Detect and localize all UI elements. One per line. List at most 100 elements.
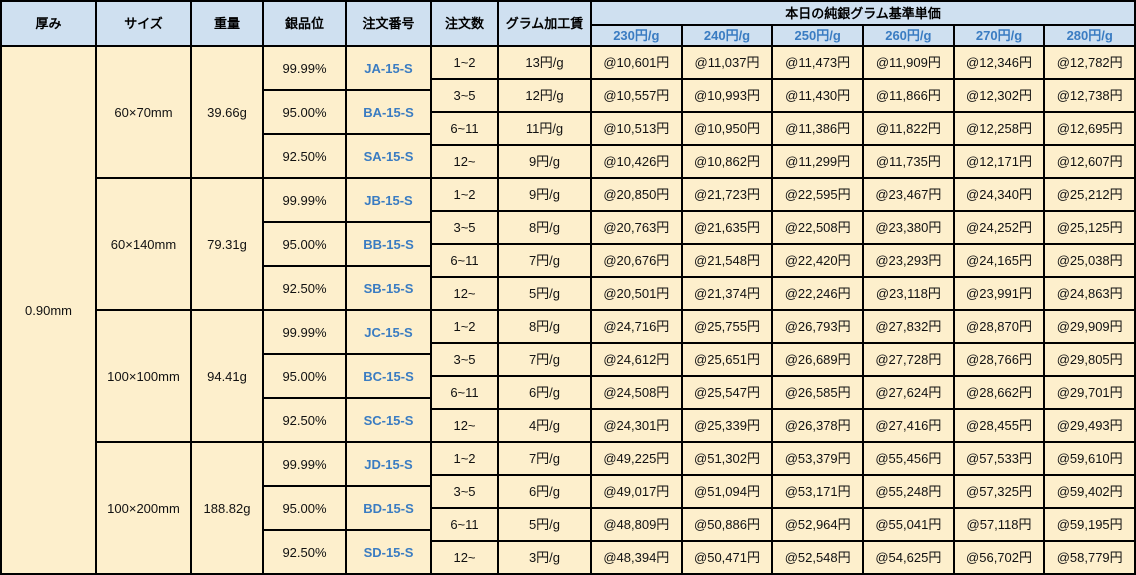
order-qty-cell: 1~2 xyxy=(432,311,497,342)
gram-fee-cell: 11円/g xyxy=(499,113,590,144)
order-code: BD-15-S xyxy=(347,487,430,529)
weight-cell: 79.31g xyxy=(192,179,262,309)
price-cell: @28,870円 xyxy=(954,311,1044,342)
purity-column: 99.99% 95.00% 92.50% xyxy=(264,47,345,177)
price-cell: @22,595円 xyxy=(773,179,863,210)
price-cell: @26,689円 xyxy=(773,344,863,375)
price-column-280: @59,610円 @59,402円 @59,195円 @58,779円 xyxy=(1045,443,1135,573)
order-qty-cell: 1~2 xyxy=(432,443,497,474)
price-cell: @25,038円 xyxy=(1045,245,1135,276)
price-cell: @21,635円 xyxy=(682,212,772,243)
price-cell: @12,607円 xyxy=(1045,146,1135,177)
order-qty-cell: 6~11 xyxy=(432,245,497,276)
order-code-column: JA-15-S BA-15-S SA-15-S xyxy=(347,47,430,177)
purity-cell: 95.00% xyxy=(264,487,345,529)
price-cell: @27,728円 xyxy=(864,344,953,375)
price-cell: @25,125円 xyxy=(1045,212,1135,243)
price-cell: @50,471円 xyxy=(682,542,772,573)
gram-fee-cell: 12円/g xyxy=(499,80,590,111)
price-cell: @10,557円 xyxy=(592,80,681,111)
price-cell: @25,755円 xyxy=(682,311,772,342)
price-cell: @54,625円 xyxy=(864,542,953,573)
gram-fee-cell: 9円/g xyxy=(499,146,590,177)
price-cell: @59,402円 xyxy=(1045,476,1135,507)
table-header: 厚み サイズ 重量 銀品位 注文番号 注文数 グラム加工賃 本日の純銀グラム基準… xyxy=(2,2,1135,45)
price-column-250: @11,473円 @11,430円 @11,386円 @11,299円 xyxy=(773,47,863,177)
weight-cell: 94.41g xyxy=(192,311,262,441)
price-column-270: @24,340円 @24,252円 @24,165円 @23,991円 xyxy=(954,179,1044,309)
price-cell: @12,346円 xyxy=(954,47,1044,78)
order-qty-cell: 12~ xyxy=(432,146,497,177)
price-column-270: @28,870円 @28,766円 @28,662円 @28,455円 xyxy=(954,311,1044,441)
purity-cell: 99.99% xyxy=(264,179,345,221)
purity-cell: 95.00% xyxy=(264,223,345,265)
price-column-270: @12,346円 @12,302円 @12,258円 @12,171円 xyxy=(954,47,1044,177)
price-cell: @23,118円 xyxy=(864,278,953,309)
price-cell: @10,513円 xyxy=(592,113,681,144)
price-cell: @12,738円 xyxy=(1045,80,1135,111)
price-column-260: @23,467円 @23,380円 @23,293円 @23,118円 xyxy=(864,179,953,309)
price-column-280: @29,909円 @29,805円 @29,701円 @29,493円 xyxy=(1045,311,1135,441)
size-block-60x70: 60×70mm 39.66g 99.99% 95.00% 92.50% JA-1… xyxy=(97,47,1135,177)
price-header-group: 本日の純銀グラム基準単価 230円/g 240円/g 250円/g 260円/g… xyxy=(592,2,1135,45)
purity-cell: 99.99% xyxy=(264,443,345,485)
price-column-260: @11,909円 @11,866円 @11,822円 @11,735円 xyxy=(864,47,953,177)
price-cell: @52,548円 xyxy=(773,542,863,573)
price-tier-250: 250円/g xyxy=(773,26,863,45)
price-cell: @25,651円 xyxy=(682,344,772,375)
col-header-gram-fee: グラム加工賃 xyxy=(499,2,590,45)
order-qty-column: 1~2 3~5 6~11 12~ xyxy=(432,443,497,573)
col-header-size: サイズ xyxy=(97,2,190,45)
price-column-270: @57,533円 @57,325円 @57,118円 @56,702円 xyxy=(954,443,1044,573)
price-cell: @27,832円 xyxy=(864,311,953,342)
price-cell: @11,735円 xyxy=(864,146,953,177)
order-code: SA-15-S xyxy=(347,135,430,177)
price-cell: @11,473円 xyxy=(773,47,863,78)
price-cell: @49,017円 xyxy=(592,476,681,507)
price-column-240: @25,755円 @25,651円 @25,547円 @25,339円 xyxy=(682,311,772,441)
price-cell: @51,094円 xyxy=(682,476,772,507)
price-cell: @24,252円 xyxy=(954,212,1044,243)
gram-fee-cell: 8円/g xyxy=(499,311,590,342)
price-column-260: @55,456円 @55,248円 @55,041円 @54,625円 xyxy=(864,443,953,573)
price-cell: @10,993円 xyxy=(682,80,772,111)
price-cell: @55,041円 xyxy=(864,509,953,540)
size-cell: 100×200mm xyxy=(97,443,190,573)
order-qty-cell: 1~2 xyxy=(432,47,497,78)
price-cell: @28,455円 xyxy=(954,410,1044,441)
gram-fee-cell: 6円/g xyxy=(499,377,590,408)
price-column-230: @49,225円 @49,017円 @48,809円 @48,394円 xyxy=(592,443,681,573)
gram-fee-column: 8円/g 7円/g 6円/g 4円/g xyxy=(499,311,590,441)
size-block-100x200: 100×200mm 188.82g 99.99% 95.00% 92.50% J… xyxy=(97,443,1135,573)
table-body: 0.90mm 60×70mm 39.66g 99.99% 95.00% 92.5… xyxy=(2,47,1135,573)
price-cell: @24,508円 xyxy=(592,377,681,408)
price-cell: @57,533円 xyxy=(954,443,1044,474)
gram-fee-cell: 3円/g xyxy=(499,542,590,573)
price-cell: @11,909円 xyxy=(864,47,953,78)
price-cell: @23,991円 xyxy=(954,278,1044,309)
price-column-250: @53,379円 @53,171円 @52,964円 @52,548円 xyxy=(773,443,863,573)
gram-fee-cell: 7円/g xyxy=(499,344,590,375)
col-header-order-code: 注文番号 xyxy=(347,2,430,45)
price-cell: @29,805円 xyxy=(1045,344,1135,375)
order-code-column: JB-15-S BB-15-S SB-15-S xyxy=(347,179,430,309)
price-cell: @24,612円 xyxy=(592,344,681,375)
order-qty-column: 1~2 3~5 6~11 12~ xyxy=(432,47,497,177)
gram-fee-cell: 7円/g xyxy=(499,245,590,276)
order-code: SD-15-S xyxy=(347,531,430,573)
price-cell: @22,508円 xyxy=(773,212,863,243)
order-qty-cell: 6~11 xyxy=(432,377,497,408)
purity-column: 99.99% 95.00% 92.50% xyxy=(264,179,345,309)
price-cell: @24,301円 xyxy=(592,410,681,441)
price-cell: @22,420円 xyxy=(773,245,863,276)
purity-cell: 92.50% xyxy=(264,399,345,441)
size-block-60x140: 60×140mm 79.31g 99.99% 95.00% 92.50% JB-… xyxy=(97,179,1135,309)
order-code: SC-15-S xyxy=(347,399,430,441)
price-cell: @26,585円 xyxy=(773,377,863,408)
order-qty-cell: 3~5 xyxy=(432,212,497,243)
order-qty-cell: 1~2 xyxy=(432,179,497,210)
price-cell: @24,340円 xyxy=(954,179,1044,210)
price-cell: @12,782円 xyxy=(1045,47,1135,78)
order-qty-cell: 3~5 xyxy=(432,476,497,507)
price-cell: @59,610円 xyxy=(1045,443,1135,474)
